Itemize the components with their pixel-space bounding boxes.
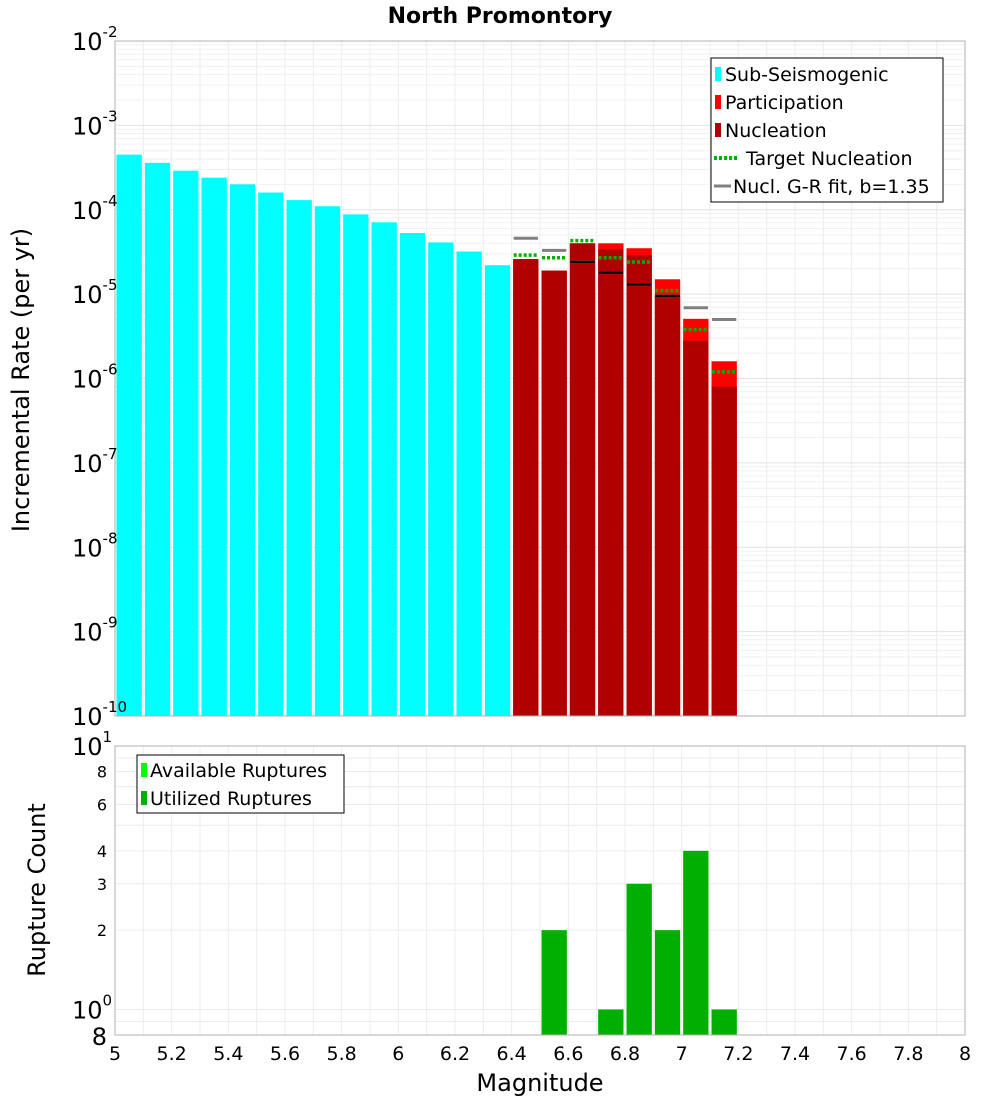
x-axis-label: Magnitude bbox=[476, 1069, 603, 1097]
bottom-y-tick-label: 2 bbox=[97, 921, 107, 940]
top-lines bbox=[513, 236, 737, 374]
x-tick-label: 8 bbox=[959, 1043, 971, 1065]
nucleation-bar bbox=[711, 386, 737, 716]
x-tick-label: 7 bbox=[676, 1043, 688, 1065]
utilized-rupture-bar bbox=[541, 930, 567, 1035]
bottom-y-axis-label: Rupture Count bbox=[23, 803, 51, 977]
legend-swatch bbox=[141, 763, 147, 777]
sub-seismogenic-bar bbox=[399, 233, 426, 716]
bottom-legend: Available Ruptures Utilized Ruptures bbox=[136, 754, 345, 814]
bottom-y-tick-labels: 8 6 4 3 2 8 101 100 bbox=[72, 728, 112, 1051]
bottom-y-tick-label: 8 bbox=[97, 763, 107, 782]
top-legend-box bbox=[710, 57, 944, 203]
x-tick-label: 6.8 bbox=[610, 1043, 640, 1065]
nucleation-bar bbox=[569, 243, 596, 717]
x-tick-label: 5 bbox=[109, 1043, 121, 1065]
sub-seismogenic-bar bbox=[428, 242, 454, 716]
sub-seismogenic-bar bbox=[144, 162, 171, 716]
x-tick-label: 5.4 bbox=[213, 1043, 243, 1065]
bottom-bars bbox=[541, 850, 737, 1035]
utilized-rupture-bar bbox=[683, 850, 709, 1035]
legend-swatch bbox=[715, 123, 721, 137]
utilized-rupture-bar bbox=[711, 1009, 737, 1035]
nucleation-bar bbox=[598, 249, 624, 716]
bottom-y-tick-label: 6 bbox=[97, 795, 107, 814]
top-grid bbox=[114, 41, 966, 717]
top-y-tick-label: 10-6 bbox=[72, 361, 118, 394]
x-tick-labels: 5 5.2 5.4 5.6 5.8 6 6.2 6.4 6.6 6.8 7 7.2 7.4 7.6 7.8 8 bbox=[109, 1043, 971, 1065]
top-y-tick-label: 10-10 bbox=[72, 698, 127, 731]
x-tick-label: 7.8 bbox=[893, 1043, 923, 1065]
sub-seismogenic-bar bbox=[286, 200, 312, 716]
x-tick-label: 6.6 bbox=[553, 1043, 583, 1065]
nucleation-bar bbox=[541, 270, 567, 716]
top-y-tick-label: 10-8 bbox=[72, 529, 118, 562]
sub-seismogenic-bar bbox=[229, 184, 256, 717]
sub-seismogenic-bar bbox=[116, 154, 142, 716]
top-plot-frame bbox=[114, 40, 966, 717]
x-tick-label: 7.6 bbox=[837, 1043, 867, 1065]
bottom-y-tick-label: 4 bbox=[97, 842, 107, 861]
top-y-tick-label: 10-3 bbox=[72, 107, 118, 140]
utilized-rupture-bar bbox=[626, 883, 652, 1035]
top-plot: 10-2 10-3 10-4 10-5 10-6 10-7 10-8 10-9 10-10 In… bbox=[7, 23, 966, 731]
top-y-tick-label: 10-2 bbox=[72, 23, 118, 56]
sub-seismogenic-bar bbox=[314, 206, 341, 716]
utilized-rupture-bar bbox=[598, 1009, 624, 1035]
nucleation-bar bbox=[683, 340, 709, 716]
legend-label: Nucleation bbox=[725, 120, 827, 142]
legend-label: Nucl. G-R fit, b=1.35 bbox=[733, 176, 930, 198]
bottom-y-tick-label: 3 bbox=[97, 875, 107, 894]
top-legend: Sub-Seismogenic Participation Nucleation Ta… bbox=[710, 57, 944, 203]
x-tick-label: 5.6 bbox=[270, 1043, 300, 1065]
bottom-plot: 8 6 4 3 2 8 101 100 5 5.2 5.4 5.6 5.8 6 6.2 6.4 6.6 6.8 7… bbox=[23, 728, 971, 1097]
top-bars bbox=[116, 154, 737, 717]
x-tick-label: 5.2 bbox=[157, 1043, 187, 1065]
sub-seismogenic-bar bbox=[343, 214, 369, 717]
bottom-y-tick-label: 8 bbox=[92, 1023, 107, 1051]
legend-label: Available Ruptures bbox=[150, 760, 327, 782]
top-y-axis-label: Incremental Rate (per yr) bbox=[7, 228, 35, 532]
bottom-legend-box bbox=[136, 754, 345, 814]
top-y-tick-label: 10-9 bbox=[72, 614, 118, 647]
legend-swatch bbox=[141, 791, 147, 805]
nucleation-bar bbox=[654, 296, 681, 716]
legend-label: Target Nucleation bbox=[745, 148, 913, 170]
x-tick-label: 6.2 bbox=[440, 1043, 470, 1065]
x-tick-label: 6.4 bbox=[497, 1043, 527, 1065]
utilized-rupture-bar bbox=[654, 930, 681, 1035]
sub-seismogenic-bar bbox=[371, 222, 397, 716]
sub-seismogenic-bar bbox=[484, 265, 511, 716]
legend-label: Participation bbox=[725, 92, 844, 114]
sub-seismogenic-bar bbox=[258, 192, 284, 717]
legend-swatch bbox=[715, 95, 721, 109]
bottom-y-decade-label: 100 bbox=[72, 991, 112, 1024]
x-tick-label: 7.4 bbox=[780, 1043, 810, 1065]
bottom-y-decade-label: 101 bbox=[72, 728, 112, 761]
bottom-plot-frame bbox=[114, 745, 966, 1036]
top-y-tick-label: 10-4 bbox=[72, 192, 118, 225]
x-tick-label: 5.8 bbox=[327, 1043, 357, 1065]
legend-label: Utilized Ruptures bbox=[150, 788, 312, 810]
chart-title: North Promontory bbox=[388, 4, 613, 29]
sub-seismogenic-bar bbox=[456, 251, 482, 716]
nucleation-bar bbox=[626, 255, 652, 716]
top-y-tick-label: 10-5 bbox=[72, 276, 118, 309]
top-y-tick-labels: 10-2 10-3 10-4 10-5 10-6 10-7 10-8 10-9 10-10 bbox=[72, 23, 127, 731]
legend-label: Sub-Seismogenic bbox=[725, 64, 889, 86]
nucleation-bar bbox=[513, 259, 539, 716]
sub-seismogenic-bar bbox=[201, 177, 227, 716]
sub-seismogenic-bar bbox=[173, 170, 199, 716]
x-tick-label: 6 bbox=[392, 1043, 404, 1065]
top-y-tick-label: 10-7 bbox=[72, 445, 118, 478]
legend-swatch bbox=[715, 67, 721, 81]
x-tick-label: 7.2 bbox=[723, 1043, 753, 1065]
